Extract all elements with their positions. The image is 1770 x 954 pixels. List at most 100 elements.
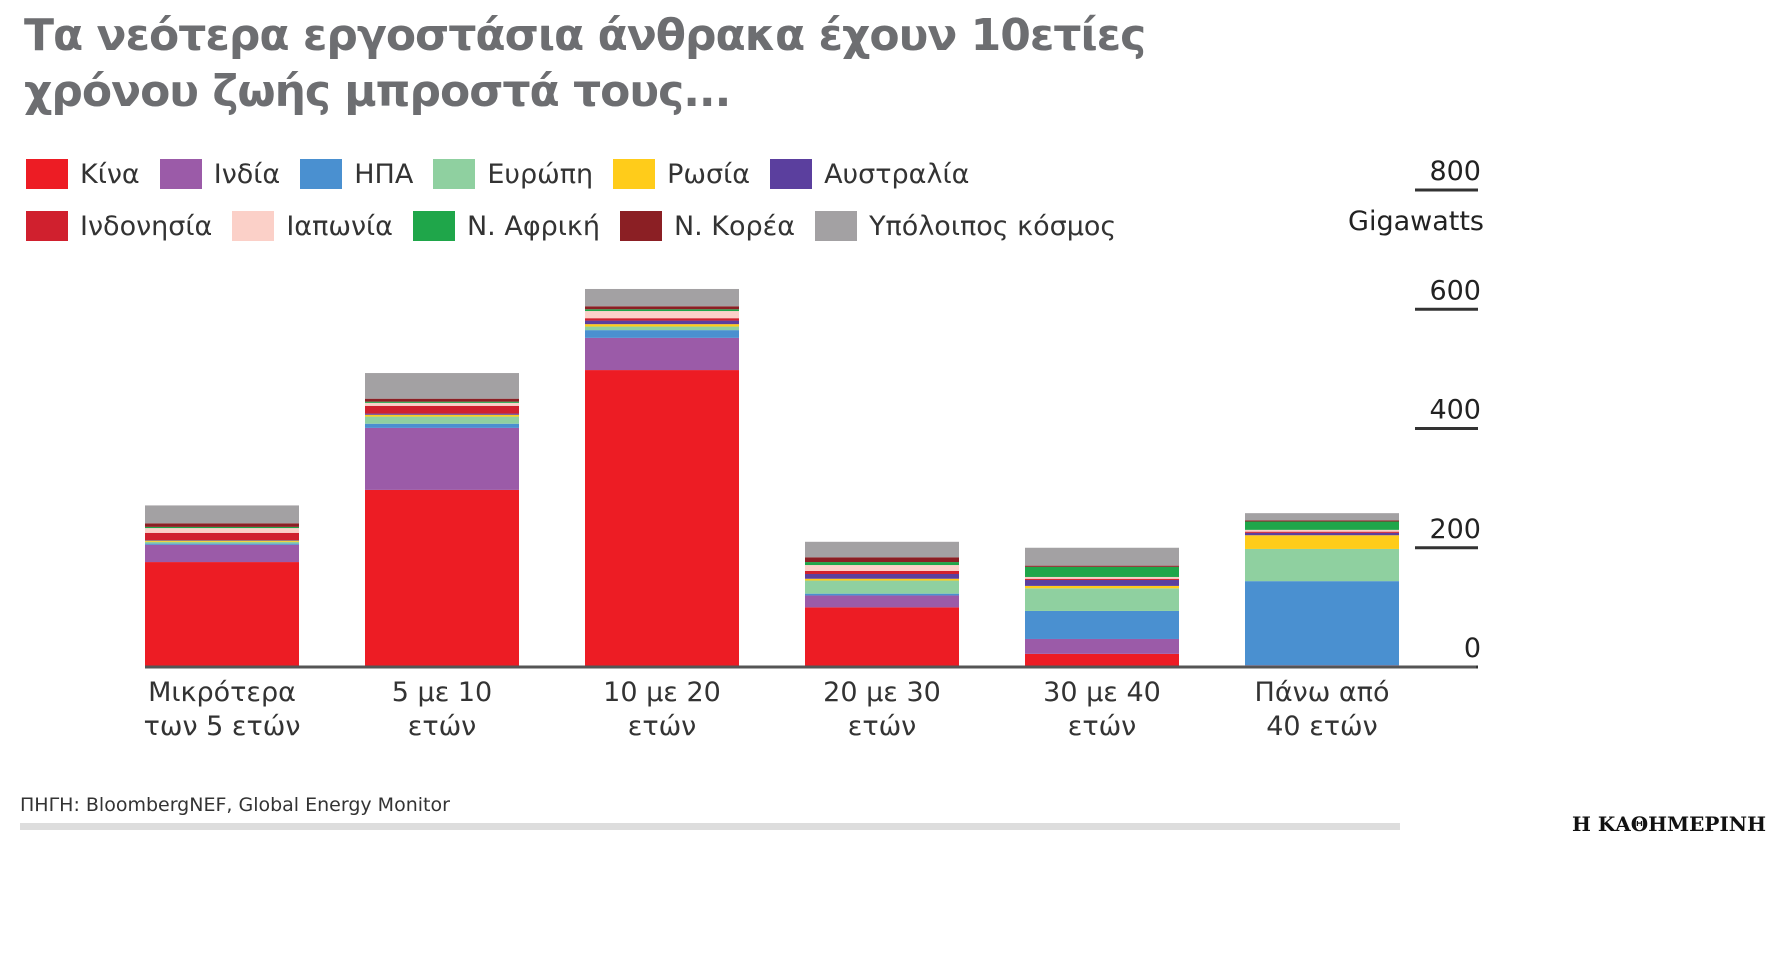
legend-label: ΗΠΑ bbox=[354, 158, 414, 190]
legend-swatch bbox=[770, 159, 813, 189]
bar-segment bbox=[365, 416, 519, 424]
legend-swatch bbox=[619, 211, 662, 241]
bar-segment bbox=[585, 326, 739, 331]
bar-segment bbox=[585, 330, 739, 338]
legend-swatch bbox=[433, 159, 476, 189]
legend-label: Ν. Αφρική bbox=[466, 210, 600, 242]
x-tick-label: 10 με 20 ετών bbox=[603, 677, 721, 742]
bar-segment bbox=[585, 324, 739, 327]
bar-segment bbox=[145, 523, 299, 527]
bar-segment bbox=[145, 539, 299, 541]
legend-item: Ν. Αφρική bbox=[412, 210, 600, 242]
bar-segment bbox=[805, 595, 959, 608]
bar-segment bbox=[585, 370, 739, 667]
bar-segment bbox=[1245, 535, 1399, 549]
legend-swatch bbox=[232, 211, 275, 241]
legend-label: Ευρώπη bbox=[487, 158, 594, 190]
bar-segment bbox=[145, 532, 299, 540]
legend-swatch bbox=[159, 159, 202, 189]
bar-segment bbox=[1025, 578, 1179, 580]
bar-segment bbox=[1025, 566, 1179, 577]
bar-segment bbox=[145, 543, 299, 545]
x-tick-label: 30 με 40 ετών bbox=[1043, 677, 1161, 742]
bar-segment bbox=[585, 318, 739, 321]
bar-segment bbox=[365, 423, 519, 428]
legend-item: Ιαπωνία bbox=[232, 210, 393, 242]
legend-swatch bbox=[815, 211, 858, 241]
bar-segment bbox=[145, 526, 299, 529]
bar-segment bbox=[585, 309, 739, 312]
source: ΠΗΓΗ: BloombergNEF, Global Energy Monito… bbox=[20, 794, 450, 816]
bar-segment bbox=[365, 401, 519, 403]
legend-item: Κίνα bbox=[26, 158, 140, 190]
bar-segment bbox=[1245, 581, 1399, 666]
bar-segment bbox=[805, 573, 959, 579]
bar-segment bbox=[145, 505, 299, 524]
bar-segment bbox=[1245, 521, 1399, 530]
legend-label: Αυστραλία bbox=[824, 158, 970, 190]
legend-swatch bbox=[26, 211, 68, 241]
bar-segment bbox=[365, 489, 519, 667]
rule bbox=[20, 823, 1400, 830]
legend-item: Ινδία bbox=[159, 158, 281, 190]
legend-item: Αυστραλία bbox=[770, 158, 969, 190]
x-tick-label: Πάνω από 40 ετών bbox=[1254, 677, 1390, 742]
bar-segment bbox=[365, 402, 519, 406]
legend-item: Υπόλοιπος κόσμος bbox=[815, 210, 1116, 242]
legend-swatch bbox=[613, 159, 656, 189]
bar-segment bbox=[805, 565, 959, 572]
x-tick-label: Μικρότερα των 5 ετών bbox=[143, 677, 301, 742]
bar-segment bbox=[1025, 653, 1179, 667]
bar-segment bbox=[1025, 610, 1179, 639]
bar-segment bbox=[145, 541, 299, 544]
legend-label: Ν. Κορέα bbox=[673, 210, 796, 242]
bar-segment bbox=[1025, 547, 1179, 566]
legend: Κίνα Ινδία ΗΠΑ Ευρώπη Ρωσία Αυστραλία Ινδονησί… bbox=[26, 158, 1186, 242]
legend-item: Ευρώπη bbox=[433, 158, 593, 190]
bar-segment bbox=[805, 562, 959, 566]
bar-segment bbox=[805, 557, 959, 563]
y-tick-label: 600 bbox=[1429, 275, 1481, 306]
bar-segment bbox=[1025, 565, 1179, 567]
bar-segment bbox=[365, 405, 519, 414]
bar-segment bbox=[585, 320, 739, 325]
bar-segment bbox=[805, 593, 959, 596]
bar-segment bbox=[365, 413, 519, 415]
legend-swatch bbox=[26, 159, 68, 189]
bar-segment bbox=[1025, 588, 1179, 611]
y-axis-label: Gigawatts bbox=[1348, 206, 1484, 237]
bar-segment bbox=[145, 562, 299, 667]
bar-segment bbox=[805, 580, 959, 594]
legend-label: Κίνα bbox=[80, 158, 140, 190]
legend-item: Ινδονησία bbox=[26, 210, 212, 242]
legend-item: Ρωσία bbox=[613, 158, 750, 190]
bar-segment bbox=[1025, 579, 1179, 586]
bar-segment bbox=[1025, 585, 1179, 589]
bar-segment bbox=[805, 571, 959, 574]
legend-swatch bbox=[412, 211, 455, 241]
brand: Η ΚΑΘΗΜΕΡΙΝΗ bbox=[1571, 812, 1766, 836]
x-tick-label: 5 με 10 ετών bbox=[391, 677, 493, 742]
chart-title: Τα νεότερα εργοστάσια άνθρακα έχουν 10ετ… bbox=[24, 10, 1146, 117]
legend-item: ΗΠΑ bbox=[300, 158, 413, 190]
bar-segment bbox=[1245, 548, 1399, 582]
bar-segment bbox=[1245, 531, 1399, 533]
bar-segment bbox=[145, 540, 299, 542]
legend-label: Υπόλοιπος κόσμος bbox=[869, 210, 1117, 242]
bar-segment bbox=[365, 414, 519, 417]
bar-segment bbox=[585, 306, 739, 310]
x-tick-label: 20 με 30 ετών bbox=[823, 677, 941, 742]
bar-segment bbox=[365, 373, 519, 399]
legend-item: Ν. Κορέα bbox=[619, 210, 796, 242]
bar-segment bbox=[1025, 576, 1179, 579]
bar-segment bbox=[365, 398, 519, 402]
legend-label: Ινδία bbox=[213, 158, 281, 190]
legend-swatch bbox=[300, 159, 343, 189]
bar-segment bbox=[1245, 529, 1399, 532]
bar-segment bbox=[805, 541, 959, 558]
bar-segment bbox=[1245, 520, 1399, 522]
y-tick-label: 800 bbox=[1429, 156, 1481, 187]
bar-segment bbox=[1245, 532, 1399, 536]
y-tick-label: 400 bbox=[1429, 395, 1481, 426]
